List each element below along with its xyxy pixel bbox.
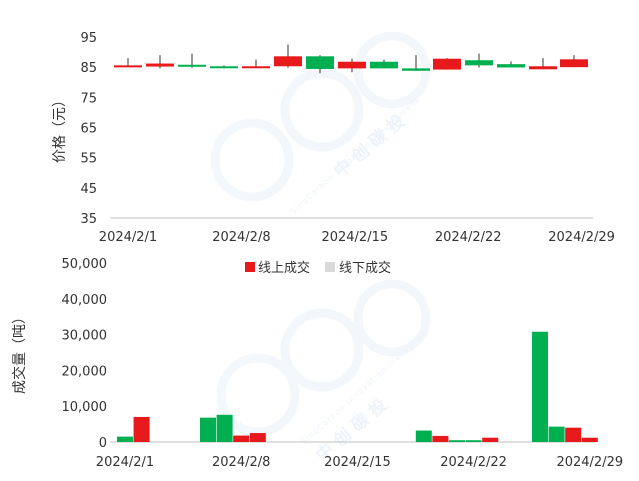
candle <box>178 53 206 68</box>
candle-body <box>433 58 461 70</box>
volume-bar <box>249 433 266 442</box>
candle-body <box>242 66 270 69</box>
candle-body <box>210 66 238 69</box>
candle <box>433 58 461 70</box>
price-x-tick-label: 2024/2/15 <box>321 230 388 245</box>
volume-x-tick-label: 2024/2/22 <box>440 455 507 470</box>
watermark2-ring-left <box>216 353 300 437</box>
price-x-tick-label: 2024/2/8 <box>212 230 270 245</box>
candle-body <box>306 56 334 69</box>
volume-x-axis: 2024/2/1 2024/2/8 2024/2/15 2024/2/22 2024/2… <box>96 455 623 470</box>
legend-label-online: 线上成交 <box>258 260 310 276</box>
volume-bar <box>449 440 465 442</box>
volume-legend: 线上成交 线下成交 <box>245 260 391 276</box>
price-candles <box>114 44 588 74</box>
watermark2-ring-middle <box>280 308 364 392</box>
volume-y-tick-label: 20,000 <box>62 364 108 379</box>
candle-body <box>465 60 493 66</box>
candle <box>306 55 334 74</box>
legend-swatch-online <box>245 262 255 272</box>
candle-body <box>274 56 302 67</box>
volume-bar <box>133 416 150 442</box>
volume-bar <box>465 440 482 442</box>
volume-bar <box>415 430 432 442</box>
volume-y-tick-label: 30,000 <box>62 329 108 344</box>
candle-body <box>402 68 430 71</box>
candle-body <box>497 64 525 68</box>
price-x-tick-label: 2024/2/29 <box>548 230 615 245</box>
legend-swatch-offline <box>325 262 335 272</box>
volume-bar <box>117 436 133 442</box>
price-y-tick-label: 45 <box>80 182 97 197</box>
candle <box>560 55 588 68</box>
volume-y-tick-label: 10,000 <box>62 400 108 415</box>
candle-body <box>146 63 174 67</box>
volume-bar <box>565 427 582 442</box>
volume-bar <box>233 435 250 442</box>
volume-y-axis: 0 10,000 20,000 30,000 40,000 50,000 <box>62 257 108 451</box>
volume-bar <box>482 437 499 442</box>
price-x-tick-label: 2024/2/22 <box>435 230 502 245</box>
candle <box>497 61 525 68</box>
candle <box>146 55 174 69</box>
candle <box>274 44 302 68</box>
candle-body <box>560 59 588 68</box>
volume-bar <box>432 435 449 442</box>
candle-body <box>338 61 366 69</box>
price-y-tick-label: 35 <box>80 212 97 227</box>
price-y-tick-label: 65 <box>80 122 97 137</box>
candle-body <box>114 65 142 68</box>
candle <box>114 58 142 68</box>
candle <box>338 58 366 73</box>
volume-bars <box>117 331 598 442</box>
price-x-axis: 2024/2/1 2024/2/8 2024/2/15 2024/2/22 2024/2… <box>99 230 615 245</box>
candle <box>210 65 238 69</box>
watermark2-ring-right <box>353 279 431 357</box>
candle <box>465 53 493 68</box>
price-x-tick-label: 2024/2/1 <box>99 230 157 245</box>
volume-y-axis-title: 成交量（吨） <box>11 310 28 394</box>
volume-y-tick-label: 0 <box>99 436 107 451</box>
volume-bar <box>548 426 565 442</box>
price-y-tick-label: 75 <box>80 91 97 106</box>
volume-x-tick-label: 2024/2/8 <box>212 455 270 470</box>
volume-bar <box>532 331 548 442</box>
price-y-tick-label: 95 <box>80 31 97 46</box>
price-y-tick-label: 55 <box>80 152 97 167</box>
watermark-ring-left <box>210 118 294 202</box>
volume-x-tick-label: 2024/2/15 <box>324 455 391 470</box>
candle <box>370 59 398 69</box>
price-candlestick-chart: 35 45 55 65 75 85 95 2024/2/1 2024/2/8 2024/2/15… <box>52 31 615 245</box>
legend-label-offline: 线下成交 <box>339 260 391 276</box>
volume-bar <box>200 417 216 442</box>
candle <box>242 59 270 69</box>
volume-y-tick-label: 40,000 <box>62 293 108 308</box>
volume-x-tick-label: 2024/2/1 <box>96 455 154 470</box>
candle <box>529 58 557 70</box>
volume-bar <box>581 437 598 442</box>
volume-bar-chart: 0 10,000 20,000 30,000 40,000 50,000 2024/2/1… <box>11 257 623 470</box>
volume-y-tick-label: 50,000 <box>62 257 108 272</box>
candle-body <box>370 61 398 69</box>
price-y-axis-title: 价格（元） <box>52 93 68 163</box>
volume-x-tick-label: 2024/2/29 <box>556 455 623 470</box>
candle-body <box>529 66 557 70</box>
price-y-axis: 35 45 55 65 75 85 95 <box>80 31 97 227</box>
volume-bar <box>216 414 233 442</box>
watermark-ring-middle <box>280 68 364 152</box>
price-y-tick-label: 85 <box>80 61 97 76</box>
candle <box>402 55 430 71</box>
candle-body <box>178 64 206 67</box>
